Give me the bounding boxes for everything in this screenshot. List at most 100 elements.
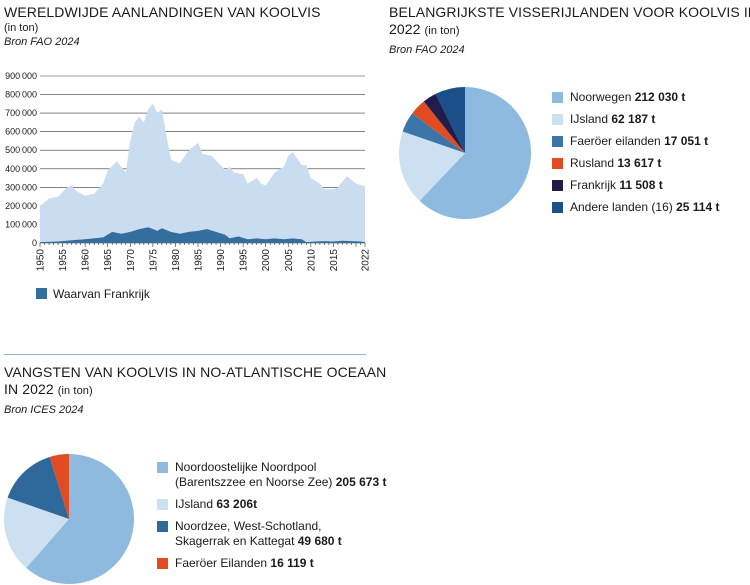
pie-slice bbox=[402, 113, 465, 153]
legend-item: Noordoostelijke Noordpool (Barentszzee en… bbox=[157, 460, 447, 490]
landings-chart-source: Bron FAO 2024 bbox=[4, 36, 80, 48]
x-tick-label: 1950 bbox=[36, 249, 47, 272]
pie-slice bbox=[26, 454, 135, 584]
x-tick-label: 1990 bbox=[216, 249, 227, 272]
countries-legend: Noorwegen 212 030 t IJsland 62 187 t Faerö… bbox=[552, 90, 748, 222]
legend-value: 17 051 t bbox=[660, 134, 709, 148]
legend-label: Noorwegen bbox=[570, 90, 632, 104]
legend-label: IJsland bbox=[570, 112, 609, 126]
atlantic-chart-title-line1: VANGSTEN VAN KOOLVIS IN NO-ATLANTISCHE O… bbox=[4, 364, 387, 380]
legend-item: Noorwegen 212 030 t bbox=[552, 90, 748, 105]
atlantic-pie-chart bbox=[3, 454, 135, 584]
legend-item: IJsland 63 206t bbox=[157, 497, 447, 512]
pie-slice bbox=[412, 101, 465, 153]
countries-chart-source: Bron FAO 2024 bbox=[389, 44, 465, 56]
legend-label: Skagerrak en Kattegat bbox=[175, 534, 295, 548]
y-tick-label: 800 000 bbox=[5, 90, 37, 100]
legend-swatch bbox=[552, 202, 563, 213]
x-tick-label: 1960 bbox=[81, 249, 92, 272]
x-tick-label: 2015 bbox=[329, 249, 340, 272]
legend-value: 205 673 t bbox=[332, 475, 387, 489]
x-tick-label: 2005 bbox=[284, 249, 295, 272]
legend-item: Faeröer eilanden 17 051 t bbox=[552, 134, 748, 149]
legend-item: Faeröer Eilanden 16 119 t bbox=[157, 556, 447, 571]
countries-chart-panel: BELANGRIJKSTE VISSERIJLANDEN VOOR KOOLVI… bbox=[389, 4, 750, 57]
y-tick-label: 0 bbox=[32, 238, 37, 248]
x-tick-label: 1985 bbox=[193, 249, 204, 272]
x-tick-label: 1955 bbox=[58, 249, 69, 272]
legend-label: Rusland bbox=[570, 156, 615, 170]
legend-item: Andere landen (16) 25 114 t bbox=[552, 200, 748, 215]
legend-swatch bbox=[552, 114, 563, 125]
legend-value: 11 508 t bbox=[616, 178, 663, 192]
legend-value: 49 680 t bbox=[294, 534, 342, 548]
legend-swatch bbox=[552, 92, 563, 103]
legend-swatch bbox=[552, 158, 563, 169]
landings-chart-panel: WERELDWIJDE AANLANDINGEN VAN KOOLVIS (in… bbox=[4, 4, 321, 49]
legend-swatch bbox=[552, 180, 563, 191]
x-tick-label: 1980 bbox=[171, 249, 182, 272]
pie-slice bbox=[435, 87, 465, 153]
legend-value: 212 030 t bbox=[631, 90, 686, 104]
x-tick-label: 1975 bbox=[148, 249, 159, 272]
landings-area-chart: 0 100 000 200 000 300 000 400 000 500 000 600 … bbox=[5, 71, 372, 272]
y-tick-label: 500 000 bbox=[5, 145, 37, 155]
y-tick-label: 600 000 bbox=[5, 127, 37, 137]
legend-swatch bbox=[157, 462, 168, 473]
legend-item: Rusland 13 617 t bbox=[552, 156, 748, 171]
legend-label: Faeröer Eilanden bbox=[175, 556, 268, 570]
y-tick-label: 100 000 bbox=[5, 219, 37, 229]
france-legend: Waarvan Frankrijk bbox=[36, 287, 150, 301]
france-legend-label: Waarvan Frankrijk bbox=[53, 287, 150, 301]
x-tick-label: 1970 bbox=[126, 249, 137, 272]
legend-label: Frankrijk bbox=[570, 178, 617, 192]
total-landings-area bbox=[40, 103, 365, 243]
legend-item: IJsland 62 187 t bbox=[552, 112, 748, 127]
pie-slice bbox=[398, 131, 465, 201]
legend-item: Frankrijk 11 508 t bbox=[552, 178, 748, 193]
legend-swatch bbox=[157, 499, 168, 510]
y-tick-label: 400 000 bbox=[5, 164, 37, 174]
x-tick-label: 1965 bbox=[103, 249, 114, 272]
pie-slice bbox=[423, 93, 465, 153]
y-tick-label: 200 000 bbox=[5, 201, 37, 211]
y-tick-label: 900 000 bbox=[5, 71, 37, 81]
countries-pie-chart bbox=[398, 87, 531, 219]
y-tick-label: 300 000 bbox=[5, 182, 37, 192]
section-divider bbox=[4, 354, 366, 355]
countries-chart-title-line1: BELANGRIJKSTE VISSERIJLANDEN VOOR KOOLVI… bbox=[389, 4, 750, 20]
france-landings-area bbox=[40, 227, 365, 243]
legend-value: 13 617 t bbox=[614, 156, 662, 170]
pie-slice bbox=[419, 87, 531, 219]
legend-value: 63 206t bbox=[213, 497, 258, 511]
legend-value: 16 119 t bbox=[267, 556, 314, 570]
atlantic-chart-panel: VANGSTEN VAN KOOLVIS IN NO-ATLANTISCHE O… bbox=[4, 364, 386, 417]
atlantic-legend: Noordoostelijke Noordpool (Barentszzee en… bbox=[157, 460, 447, 578]
legend-label: Andere landen (16) bbox=[570, 200, 673, 214]
atlantic-chart-title-line2: IN 2022 bbox=[4, 381, 54, 397]
countries-chart-unit: (in ton) bbox=[424, 25, 460, 37]
pie-slice bbox=[7, 456, 70, 519]
legend-value: 25 114 t bbox=[672, 200, 720, 214]
pie-slice bbox=[49, 454, 69, 519]
x-tick-label: 2022 bbox=[361, 249, 372, 272]
atlantic-chart-unit: (in ton) bbox=[57, 385, 93, 397]
legend-label: Faeröer eilanden bbox=[570, 134, 661, 148]
atlantic-chart-source: Bron ICES 2024 bbox=[4, 404, 84, 416]
legend-label: (Barentszzee en Noorse Zee) bbox=[175, 475, 333, 489]
x-tick-label: 1995 bbox=[239, 249, 250, 272]
legend-item: Noordzee, West-Schotland, Skagerrak en Ka… bbox=[157, 519, 447, 549]
legend-swatch bbox=[157, 558, 168, 569]
legend-value: 62 187 t bbox=[608, 112, 656, 126]
landings-chart-title: WERELDWIJDE AANLANDINGEN VAN KOOLVIS bbox=[4, 4, 321, 20]
legend-swatch bbox=[157, 521, 168, 532]
x-tick-label: 2010 bbox=[306, 249, 317, 272]
pie-slice bbox=[3, 497, 69, 568]
legend-swatch bbox=[552, 136, 563, 147]
landings-chart-unit: (in ton) bbox=[4, 22, 39, 34]
legend-label: Noordzee, West-Schotland, bbox=[175, 519, 322, 533]
legend-label: Noordoostelijke Noordpool bbox=[175, 460, 317, 474]
legend-label: IJsland bbox=[175, 497, 214, 511]
countries-chart-title-line2: 2022 bbox=[389, 21, 421, 37]
x-tick-label: 2000 bbox=[261, 249, 272, 272]
